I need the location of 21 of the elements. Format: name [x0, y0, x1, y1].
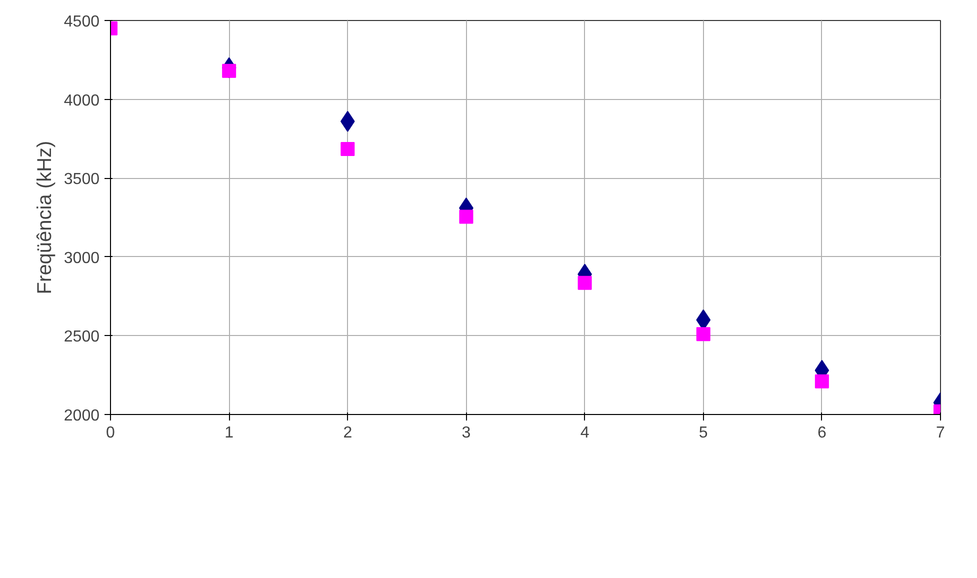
point: [578, 276, 592, 290]
x-tick-label: 0: [106, 424, 116, 442]
x-tick-label: 5: [698, 424, 708, 442]
point: [340, 142, 355, 156]
point: [696, 327, 710, 342]
x-tick-label: 1: [224, 424, 234, 442]
x-tick-label: 6: [817, 424, 826, 442]
y-tick-label: 2500: [64, 328, 100, 346]
y-tick-label: 2000: [64, 408, 100, 424]
x-tick-label: 7: [936, 424, 946, 442]
y-tick-label: 4000: [64, 92, 100, 110]
y-tick-label: 3000: [64, 250, 100, 267]
y-axis-title: Freqüência (kHz): [34, 140, 56, 294]
point: [814, 374, 829, 388]
y-tick-label: 4500: [64, 14, 100, 30]
x-tick-label: 2: [343, 424, 352, 442]
point: [459, 210, 474, 224]
x-tick-label: 3: [462, 424, 471, 442]
x-tick-label: 4: [580, 424, 590, 442]
point: [222, 64, 236, 78]
y-tick-label: 3500: [64, 171, 100, 188]
